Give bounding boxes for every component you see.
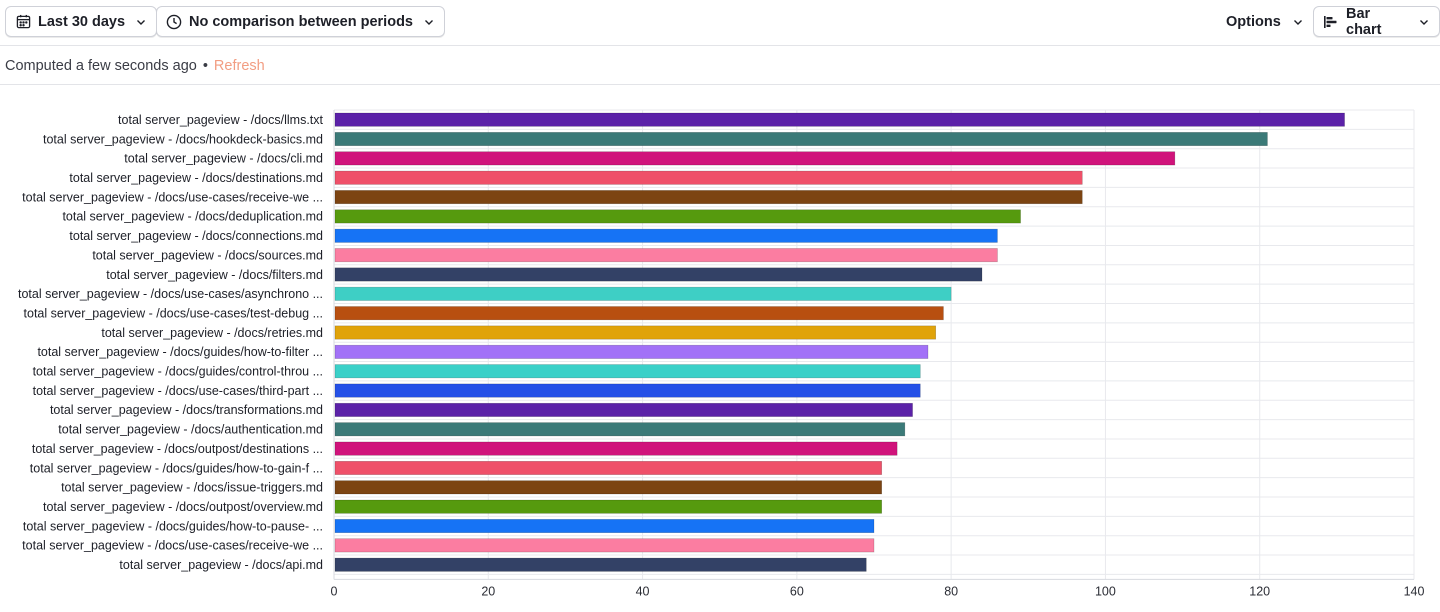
category-label: total server_pageview - /docs/authentica…	[58, 423, 323, 437]
options-label: Options	[1226, 13, 1281, 30]
chart-category-labels: total server_pageview - /docs/llms.txt to…	[18, 113, 324, 572]
computed-status-text: Computed a few seconds ago	[5, 57, 197, 74]
x-tick-label: 100	[1095, 584, 1116, 598]
category-label: total server_pageview - /docs/guides/con…	[33, 365, 323, 379]
chart-grid	[333, 109, 1415, 580]
calendar-icon	[15, 14, 31, 30]
category-label: total server_pageview - /docs/deduplicat…	[62, 210, 323, 224]
category-label: total server_pageview - /docs/hookdeck-b…	[43, 132, 323, 146]
bar[interactable]	[334, 422, 906, 437]
toolbar: Last 30 days No comparison between perio…	[0, 0, 1440, 46]
separator-dot: •	[202, 57, 208, 74]
bar[interactable]	[334, 519, 875, 534]
bar[interactable]	[334, 112, 1345, 127]
bar[interactable]	[334, 402, 913, 417]
bar[interactable]	[334, 557, 867, 572]
category-label: total server_pageview - /docs/use-cases/…	[22, 539, 323, 553]
x-tick-label: 120	[1249, 584, 1270, 598]
chart-type-button[interactable]: Bar chart	[1313, 5, 1440, 38]
bar[interactable]	[334, 209, 1021, 224]
category-label: total server_pageview - /docs/outpost/de…	[32, 442, 323, 456]
bar-chart-icon	[1323, 14, 1339, 30]
category-label: total server_pageview - /docs/destinatio…	[69, 171, 323, 185]
bar[interactable]	[334, 267, 983, 282]
bar[interactable]	[334, 538, 875, 553]
bar-chart: total server_pageview - /docs/llms.txt to…	[18, 109, 1425, 598]
bar[interactable]	[334, 228, 998, 243]
bar[interactable]	[334, 151, 1176, 166]
category-label: total server_pageview - /docs/use-cases/…	[18, 287, 323, 301]
category-label: total server_pageview - /docs/guides/how…	[23, 519, 323, 533]
bar[interactable]	[334, 190, 1083, 205]
category-label: total server_pageview - /docs/transforma…	[50, 403, 323, 417]
comparison-button[interactable]: No comparison between periods	[156, 6, 445, 37]
bar[interactable]	[334, 499, 883, 514]
chevron-down-icon	[1292, 16, 1304, 28]
date-range-button[interactable]: Last 30 days	[5, 6, 158, 37]
x-tick-label: 80	[944, 584, 958, 598]
x-tick-label: 0	[331, 584, 338, 598]
category-label: total server_pageview - /docs/use-cases/…	[33, 384, 323, 398]
chart-bars	[334, 112, 1345, 572]
category-label: total server_pageview - /docs/api.md	[119, 558, 323, 572]
options-button[interactable]: Options	[1217, 6, 1313, 37]
category-label: total server_pageview - /docs/issue-trig…	[61, 481, 323, 495]
bar[interactable]	[334, 325, 937, 340]
category-label: total server_pageview - /docs/llms.txt	[118, 113, 323, 127]
bar[interactable]	[334, 306, 944, 321]
chevron-down-icon	[423, 16, 435, 28]
bar[interactable]	[334, 480, 883, 495]
chevron-down-icon	[1418, 16, 1430, 28]
x-tick-label: 40	[636, 584, 650, 598]
category-label: total server_pageview - /docs/guides/how…	[37, 345, 323, 359]
bar[interactable]	[334, 441, 898, 456]
category-label: total server_pageview - /docs/outpost/ov…	[43, 500, 323, 514]
clock-icon	[166, 14, 182, 30]
bar[interactable]	[334, 364, 921, 379]
refresh-link[interactable]: Refresh	[213, 57, 265, 74]
category-label: total server_pageview - /docs/use-cases/…	[22, 190, 323, 204]
chart-type-label: Bar chart	[1346, 5, 1382, 38]
chart-x-ticks: 0 20 40 60 80 100 120 140	[331, 584, 1425, 598]
bar[interactable]	[334, 132, 1268, 146]
category-label: total server_pageview - /docs/filters.md	[106, 268, 323, 282]
bar[interactable]	[334, 286, 952, 301]
category-label: total server_pageview - /docs/sources.md	[92, 248, 323, 262]
x-tick-label: 20	[481, 584, 495, 598]
category-label: total server_pageview - /docs/connection…	[69, 229, 323, 243]
bar[interactable]	[334, 383, 921, 398]
status-bar: Computed a few seconds ago • Refresh	[0, 47, 1440, 85]
x-tick-label: 140	[1404, 584, 1425, 598]
category-label: total server_pageview - /docs/use-cases/…	[24, 306, 323, 320]
bar[interactable]	[334, 170, 1083, 185]
category-label: total server_pageview - /docs/guides/how…	[30, 461, 323, 475]
chevron-down-icon	[135, 16, 147, 28]
bar[interactable]	[334, 460, 883, 475]
bar[interactable]	[334, 248, 998, 263]
category-label: total server_pageview - /docs/retries.md	[101, 326, 323, 340]
date-range-label: Last 30 days	[38, 13, 126, 30]
category-label: total server_pageview - /docs/cli.md	[124, 152, 323, 166]
bar[interactable]	[334, 344, 929, 359]
x-tick-label: 60	[790, 584, 804, 598]
comparison-label: No comparison between periods	[189, 13, 413, 30]
